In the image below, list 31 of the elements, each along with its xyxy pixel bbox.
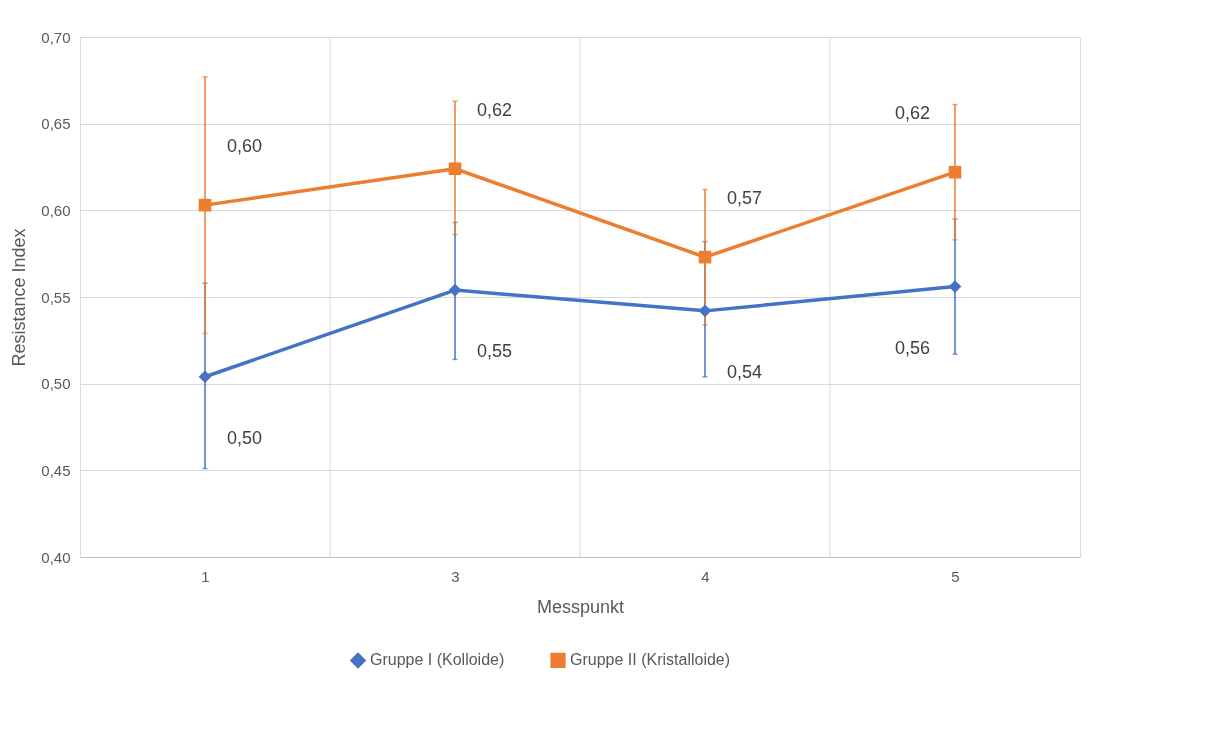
- y-tick-label: 0,40: [41, 548, 71, 566]
- point: [448, 162, 462, 176]
- data-label: 0,57: [727, 188, 763, 209]
- y-tick-label: 0,60: [41, 201, 71, 219]
- data-label: 0,50: [227, 427, 263, 448]
- x-axis-title: Messpunkt: [536, 596, 625, 617]
- data-label: 0,56: [894, 337, 930, 358]
- legend-label: Gruppe I (Kolloide): [370, 651, 505, 669]
- point: [448, 283, 462, 297]
- point: [198, 198, 212, 212]
- x-tick-label: 4: [701, 567, 710, 585]
- y-tick-label: 0,55: [41, 288, 71, 306]
- y-tick-label: 0,45: [41, 461, 71, 479]
- y-tick-label: 0,50: [41, 375, 71, 393]
- y-tick-label: 0,65: [41, 115, 71, 133]
- point: [948, 280, 962, 293]
- y-tick-label: 0,70: [41, 28, 71, 46]
- x-tick-label: 5: [951, 567, 960, 585]
- data-label: 0,54: [727, 361, 763, 382]
- legend-label: Gruppe II (Kristalloide): [570, 651, 731, 669]
- data-label: 0,62: [477, 99, 513, 120]
- x-tick-label: 1: [201, 567, 210, 585]
- data-label: 0,62: [894, 103, 930, 124]
- data-label: 0,60: [227, 136, 263, 157]
- y-axis-title: Resistance Index: [9, 228, 30, 367]
- x-tick-label: 3: [451, 567, 460, 585]
- point: [198, 370, 212, 384]
- data-label: 0,55: [477, 341, 513, 362]
- point: [948, 165, 962, 179]
- point: [698, 304, 712, 318]
- point: [698, 250, 712, 264]
